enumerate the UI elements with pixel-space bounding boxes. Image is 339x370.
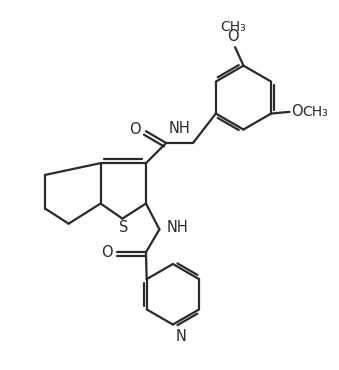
Text: CH₃: CH₃: [220, 20, 246, 34]
Text: N: N: [176, 329, 186, 344]
Text: NH: NH: [169, 121, 191, 136]
Text: O: O: [101, 245, 112, 260]
Text: O: O: [227, 30, 239, 44]
Text: O: O: [129, 122, 141, 137]
Text: CH₃: CH₃: [302, 105, 328, 119]
Text: NH: NH: [166, 220, 188, 235]
Text: O: O: [291, 104, 303, 120]
Text: S: S: [119, 220, 129, 235]
